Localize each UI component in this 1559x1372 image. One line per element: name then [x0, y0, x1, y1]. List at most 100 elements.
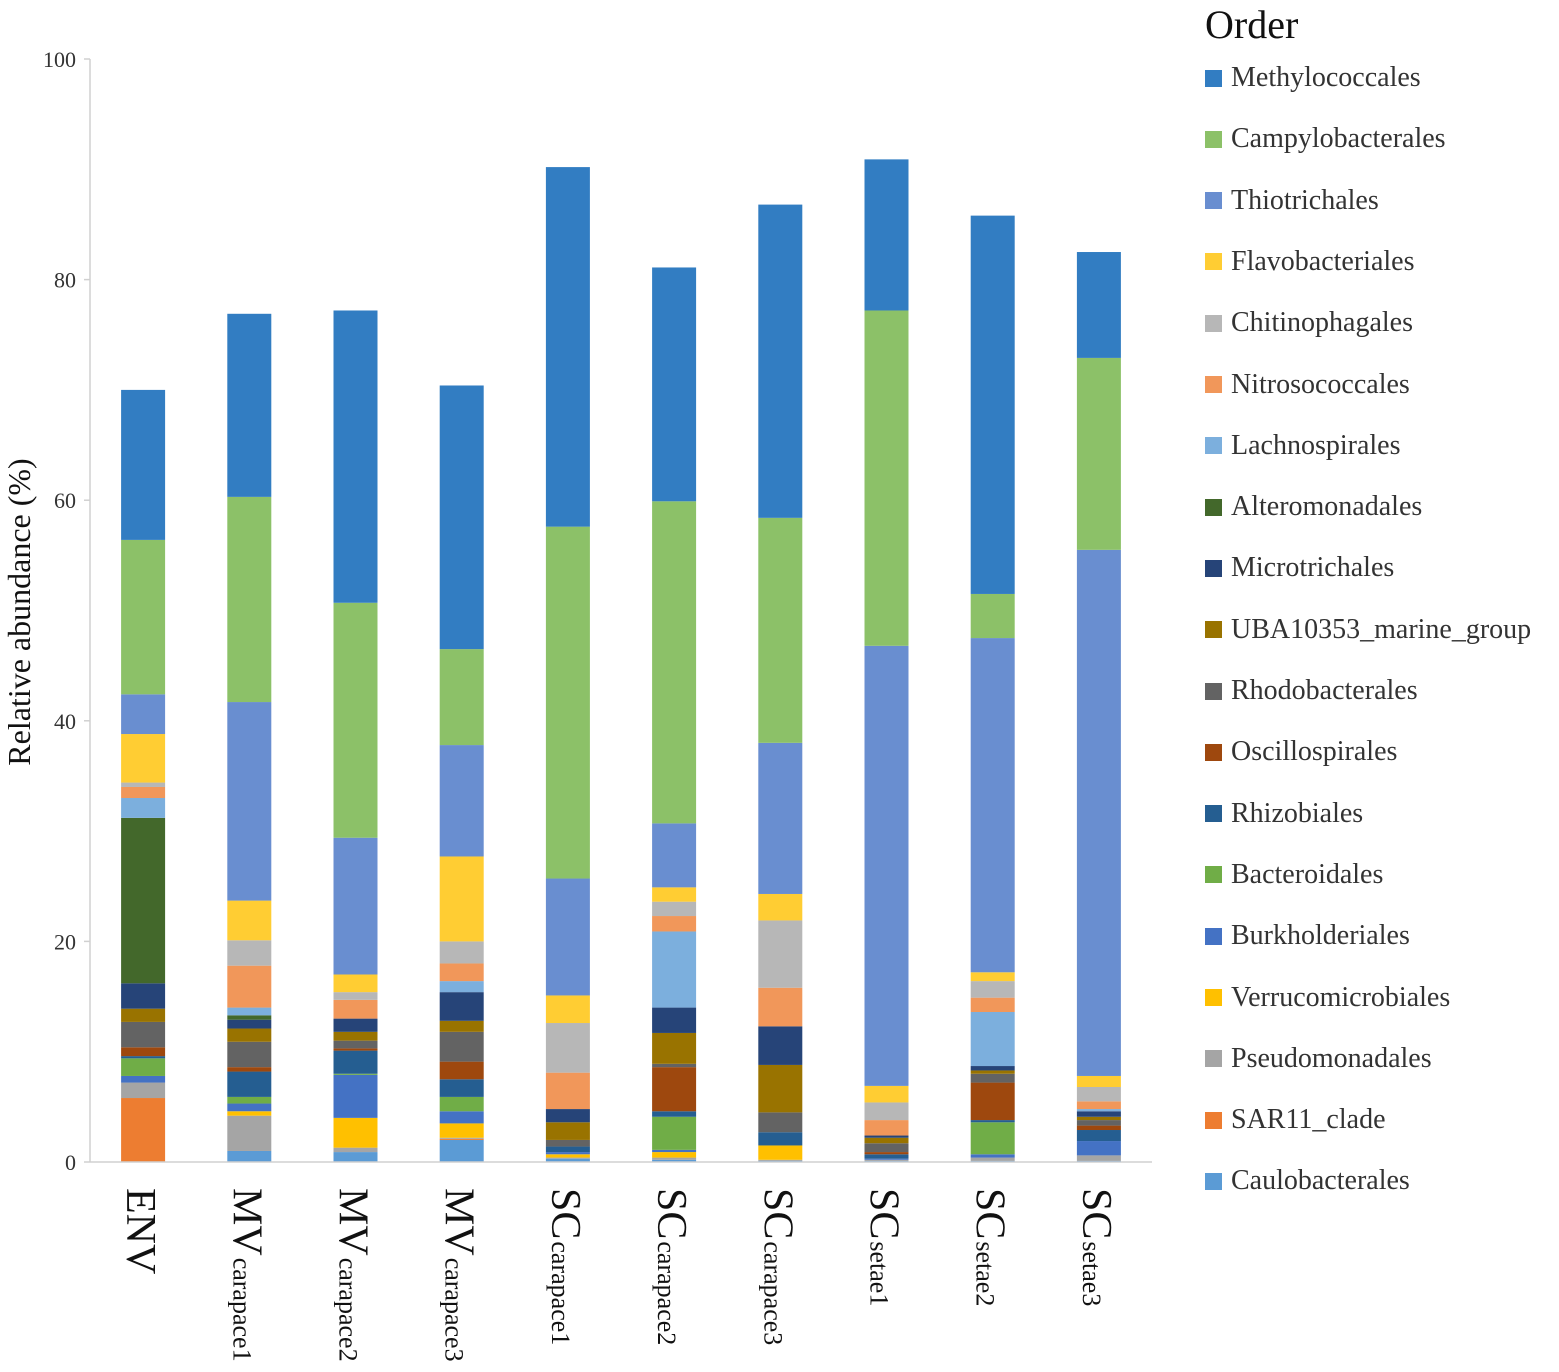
y-tick-label: 100 — [43, 47, 76, 72]
bar-segment-lachnospirales — [652, 931, 697, 1008]
bar-segment-rhizobiales — [227, 1071, 272, 1097]
bar-segment-pseudomonadales — [970, 1157, 1015, 1161]
bar-segment-nitrosococcales — [545, 1072, 590, 1110]
bar-segment-methylococcales — [333, 310, 378, 603]
bar-segment-bacteroidales — [333, 1073, 378, 1075]
bar-segment-pseudomonadales — [864, 1159, 909, 1161]
legend-label: Caulobacterales — [1231, 1165, 1410, 1197]
legend-item: Verrucomicrobiales — [1205, 982, 1450, 1013]
x-tick-label-main: MV — [330, 1188, 376, 1256]
bar-segment-verrucomicrobiales — [227, 1111, 272, 1116]
bar-segment-caulobacterales — [652, 1159, 697, 1162]
legend-label: Pseudomonadales — [1231, 1042, 1432, 1074]
legend-item: Burkholderiales — [1205, 920, 1410, 951]
legend-swatch — [1205, 130, 1222, 148]
bar-segment-nitrosococcales — [864, 1120, 909, 1136]
legend-swatch — [1205, 559, 1222, 577]
bar-segment-rhizobiales — [121, 1056, 166, 1059]
bar-segment-microtrichales — [227, 1019, 272, 1029]
x-tick-label: SCcarapace3 — [754, 1188, 800, 1345]
bar-segment-rhizobiales — [864, 1154, 909, 1159]
bar-segment-caulobacterales — [333, 1152, 378, 1162]
bar-segment-methylococcales — [652, 267, 697, 502]
legend-swatch — [1205, 498, 1222, 516]
x-tick-label-sub: setae1 — [865, 1241, 894, 1306]
bar-segment-rhizobiales — [970, 1120, 1015, 1123]
bar-segment-methylococcales — [1076, 252, 1121, 358]
bar-segment-thiotrichales — [652, 823, 697, 888]
bar-segment-campylobacterales — [439, 649, 484, 746]
legend-label: Nitrosococcales — [1231, 368, 1410, 400]
bar-segment-rhodobacterales — [439, 1031, 484, 1062]
bar-segment-microtrichales — [1076, 1111, 1121, 1117]
legend-swatch — [1205, 927, 1222, 945]
bar-segment-rhizobiales — [545, 1146, 590, 1153]
bar-stack — [758, 204, 803, 1162]
legend-label: Thiotrichales — [1231, 184, 1379, 216]
x-tick-label-sub: setae3 — [1077, 1241, 1106, 1306]
bar-segment-oscillospirales — [970, 1082, 1015, 1121]
bar-segment-oscillospirales — [1076, 1125, 1121, 1131]
bar-segment-lachnospirales — [121, 798, 166, 818]
legend-item: SAR11_clade — [1205, 1104, 1386, 1135]
x-tick-label: MVcarapace1 — [223, 1188, 269, 1362]
legend-swatch — [1205, 621, 1222, 639]
bar-segment-bacteroidales — [970, 1122, 1015, 1155]
legend-label: Microtrichales — [1231, 552, 1395, 584]
x-tick-label: SCsetae2 — [967, 1188, 1013, 1306]
legend-label: Rhodobacterales — [1231, 675, 1418, 706]
bar-segment-uba10353-marine-group — [227, 1028, 272, 1042]
bar-segment-chitinophagales — [333, 992, 378, 1000]
bar-segment-rhizobiales — [333, 1050, 378, 1074]
bar-segment-caulobacterales — [227, 1150, 272, 1162]
y-tick-label: 80 — [54, 268, 76, 293]
bar-segment-verrucomicrobiales — [758, 1145, 803, 1160]
bar-segment-pseudomonadales — [227, 1115, 272, 1151]
bar-segment-pseudomonadales — [1076, 1155, 1121, 1161]
x-tick-label: MVcarapace3 — [436, 1188, 482, 1362]
bar-segment-campylobacterales — [970, 593, 1015, 639]
bar-segment-microtrichales — [758, 1026, 803, 1065]
bar-stack — [333, 310, 378, 1162]
bar-segment-rhodobacterales — [652, 1063, 697, 1068]
bar-segment-caulobacterales — [439, 1139, 484, 1162]
bar-segment-rhodobacterales — [227, 1041, 272, 1068]
y-tick-label: 20 — [54, 929, 76, 954]
y-tick-label: 0 — [65, 1150, 76, 1175]
x-tick-label-main: SC — [754, 1188, 800, 1239]
legend-item: Chitinophagales — [1205, 307, 1413, 338]
legend-item: Oscillospirales — [1205, 736, 1397, 767]
x-tick-label: SCsetae1 — [861, 1188, 907, 1306]
bar-segment-burkholderiales — [439, 1111, 484, 1124]
bar-segment-burkholderiales — [652, 1149, 697, 1153]
bar-segment-alteromonadales — [227, 1015, 272, 1020]
y-tick-label: 60 — [54, 488, 76, 513]
x-tick-label-sub: carapace3 — [440, 1258, 469, 1362]
bar-stack — [1076, 252, 1121, 1162]
bar-segment-rhodobacterales — [1076, 1120, 1121, 1126]
bar-segment-methylococcales — [439, 385, 484, 650]
legend-label: Campylobacterales — [1231, 123, 1446, 155]
legend-item: Flavobacteriales — [1205, 246, 1414, 277]
bar-stack — [227, 313, 272, 1162]
bar-segment-microtrichales — [864, 1135, 909, 1138]
legend-swatch — [1205, 69, 1222, 87]
bar-segment-flavobacteriales — [758, 893, 803, 921]
legend-item: Bacteroidales — [1205, 858, 1384, 890]
bar-segment-bacteroidales — [652, 1116, 697, 1150]
x-tick-label: MVcarapace2 — [330, 1188, 376, 1362]
bar-segment-nitrosococcales — [121, 786, 166, 799]
bar-segment-methylococcales — [227, 313, 272, 497]
bar-segment-bacteroidales — [439, 1096, 484, 1112]
bar-segment-alteromonadales — [121, 817, 166, 984]
bar-segment-nitrosococcales — [652, 916, 697, 932]
bar-segment-sar11-clade — [439, 1138, 484, 1140]
legend-swatch — [1205, 805, 1222, 823]
legend-item: Pseudomonadales — [1205, 1042, 1432, 1074]
bar-segment-flavobacteriales — [439, 856, 484, 942]
legend-label: Bacteroidales — [1231, 858, 1384, 890]
bar-segment-rhizobiales — [758, 1132, 803, 1146]
bar-stack — [864, 159, 909, 1162]
bar-segment-caulobacterales — [545, 1158, 590, 1162]
